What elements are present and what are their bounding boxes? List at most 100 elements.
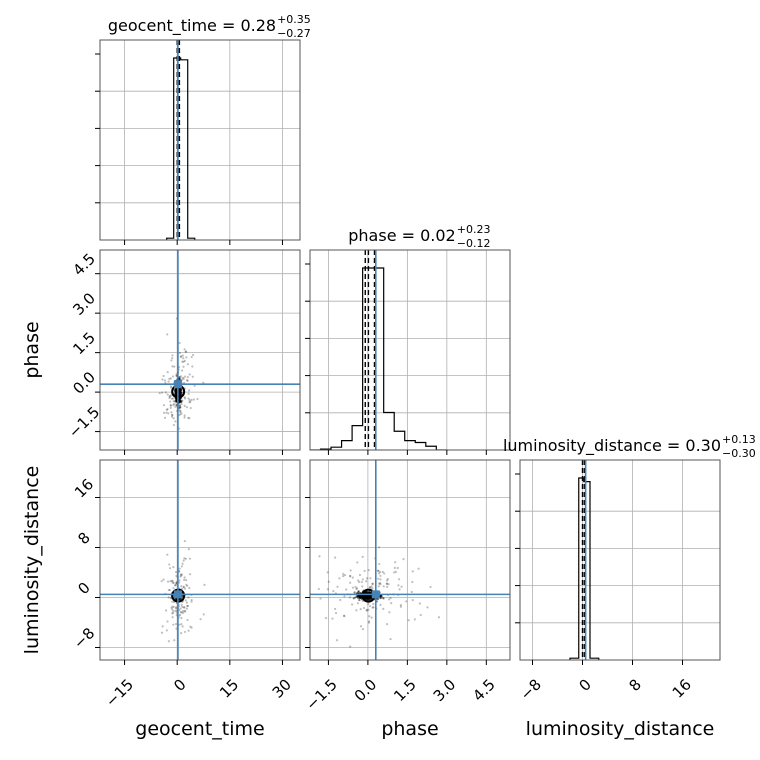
sample-point: [368, 586, 371, 589]
sample-point: [183, 414, 186, 417]
sample-point: [371, 606, 374, 609]
sample-point: [326, 588, 329, 591]
x-tick-label: −1.5: [302, 675, 340, 713]
sample-point: [183, 557, 186, 560]
sample-point: [185, 601, 188, 604]
sample-point: [175, 582, 178, 585]
sample-point: [190, 600, 193, 603]
sample-point: [357, 597, 360, 600]
sample-point: [349, 569, 352, 572]
sample-point: [179, 632, 183, 635]
sample-point: [178, 351, 182, 355]
sample-point: [188, 373, 191, 376]
sample-point: [354, 596, 357, 599]
sample-point: [183, 404, 186, 407]
sample-point: [419, 613, 422, 617]
sample-point: [184, 599, 187, 602]
sample-point: [350, 603, 354, 606]
sample-point: [324, 616, 328, 620]
sample-point: [349, 574, 352, 577]
sample-point: [351, 586, 355, 589]
sample-point: [402, 558, 405, 561]
sample-point: [379, 578, 382, 581]
sample-point: [379, 596, 382, 600]
sample-point: [301, 600, 303, 602]
sample-point: [183, 606, 186, 609]
x-tick-label: 8: [626, 675, 645, 694]
sample-point: [169, 580, 172, 583]
truth-marker: [173, 590, 182, 599]
sample-point: [377, 546, 381, 549]
sample-point: [394, 561, 397, 564]
sample-point: [178, 579, 181, 582]
sample-point: [351, 576, 354, 579]
sample-point: [182, 611, 185, 615]
sample-point: [188, 399, 191, 402]
sample-point: [196, 397, 199, 401]
sample-point: [162, 404, 165, 407]
sample-point: [364, 580, 368, 583]
sample-point: [181, 360, 184, 363]
sample-point: [327, 580, 330, 583]
sample-point: [381, 570, 384, 574]
hist-step-geocent_time: [166, 57, 196, 240]
y-tick-label: −1.5: [65, 403, 103, 441]
sample-point: [178, 398, 181, 402]
y-tick-label: 16: [71, 475, 97, 501]
sample-point: [170, 606, 173, 609]
sample-point: [399, 604, 403, 607]
sample-point: [171, 375, 175, 378]
sample-point: [181, 369, 184, 372]
sample-point: [382, 597, 385, 600]
sample-point: [169, 403, 172, 407]
sample-point: [371, 582, 375, 585]
title-err-plus: +0.35: [277, 13, 311, 26]
x-axis-label-phase: phase: [381, 718, 438, 740]
sample-point: [184, 557, 187, 560]
sample-point: [183, 348, 186, 351]
sample-point: [189, 625, 192, 628]
sample-point: [175, 403, 178, 407]
panel-title-phase: phase = 0.02: [348, 226, 455, 245]
x-axis-label-geocent_time: geocent_time: [135, 718, 264, 740]
title-err-plus: +0.13: [722, 433, 756, 446]
sample-point: [180, 355, 183, 358]
sample-point: [168, 395, 172, 398]
sample-point: [189, 400, 192, 403]
sample-point: [407, 619, 410, 622]
truth-marker: [371, 590, 380, 599]
sample-point: [372, 602, 375, 606]
sample-point: [381, 596, 384, 600]
hist-panel-geocent_time: geocent_time = 0.28 +0.35−0.27: [95, 13, 311, 245]
sample-point: [173, 584, 177, 587]
sample-point: [187, 392, 190, 395]
sample-point: [178, 613, 182, 616]
sample-point: [172, 565, 175, 569]
sample-point: [166, 393, 169, 396]
sample-point: [185, 607, 188, 610]
sample-point: [398, 588, 401, 591]
sample-point: [386, 623, 389, 626]
sample-point: [180, 403, 183, 406]
sample-point: [377, 585, 380, 588]
sample-point: [378, 582, 381, 585]
sample-point: [166, 580, 170, 583]
sample-point: [355, 587, 358, 591]
sample-point: [388, 611, 391, 614]
sample-point: [332, 590, 335, 593]
sample-point: [174, 400, 177, 403]
sample-point: [169, 404, 172, 407]
sample-point: [182, 585, 185, 588]
sample-point: [377, 572, 381, 575]
sample-point: [167, 596, 170, 599]
sample-point: [178, 377, 182, 380]
sample-point: [174, 405, 177, 408]
sample-point: [183, 375, 186, 378]
sample-point: [183, 630, 187, 634]
density-core: [365, 592, 372, 599]
sample-point: [379, 583, 382, 586]
sample-point: [179, 607, 182, 610]
sample-point: [178, 614, 181, 617]
sample-point: [390, 601, 393, 605]
sample-point: [393, 571, 396, 574]
